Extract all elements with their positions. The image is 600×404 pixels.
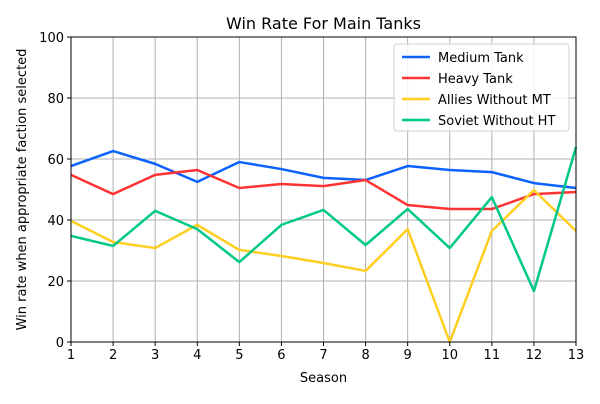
legend-label: Heavy Tank	[438, 72, 513, 87]
x-tick-label: 5	[235, 348, 243, 363]
x-tick-label: 4	[193, 348, 201, 363]
legend-label: Soviet Without HT	[438, 114, 555, 129]
y-tick-label: 40	[47, 214, 64, 229]
legend-label: Medium Tank	[438, 51, 524, 66]
series-line-allies-without-mt	[70, 188, 577, 344]
series-line-medium-tank	[70, 149, 577, 190]
x-tick-label: 8	[361, 348, 369, 363]
x-tick-label: 6	[277, 348, 285, 363]
legend-box	[393, 43, 570, 132]
y-tick-label: 80	[47, 92, 64, 107]
x-tick-label: 1	[67, 348, 75, 363]
x-tick-label: 10	[441, 348, 458, 363]
x-tick-label: 11	[484, 348, 501, 363]
x-tick-label: 12	[526, 348, 543, 363]
chart-title: Win Rate For Main Tanks	[226, 14, 421, 33]
y-tick-label: 0	[56, 336, 64, 351]
y-axis-label: Win rate when appropriate faction select…	[15, 49, 30, 331]
x-axis-label: Season	[300, 371, 347, 386]
series-line-soviet-without-ht	[70, 146, 578, 293]
series-lines	[70, 146, 578, 344]
x-tick-label: 9	[404, 348, 412, 363]
y-tick-label: 60	[47, 153, 64, 168]
series-line-heavy-tank	[70, 168, 577, 211]
x-tick-label: 13	[568, 348, 585, 363]
x-tick-label: 7	[319, 348, 327, 363]
legend: Medium Tank Heavy Tank Allies Without MT So…	[393, 43, 570, 132]
x-tick-label: 2	[109, 348, 117, 363]
legend-label: Allies Without MT	[438, 93, 551, 108]
x-tick-label: 3	[151, 348, 159, 363]
y-tick-label: 100	[39, 31, 64, 46]
y-tick-label: 20	[47, 275, 64, 290]
